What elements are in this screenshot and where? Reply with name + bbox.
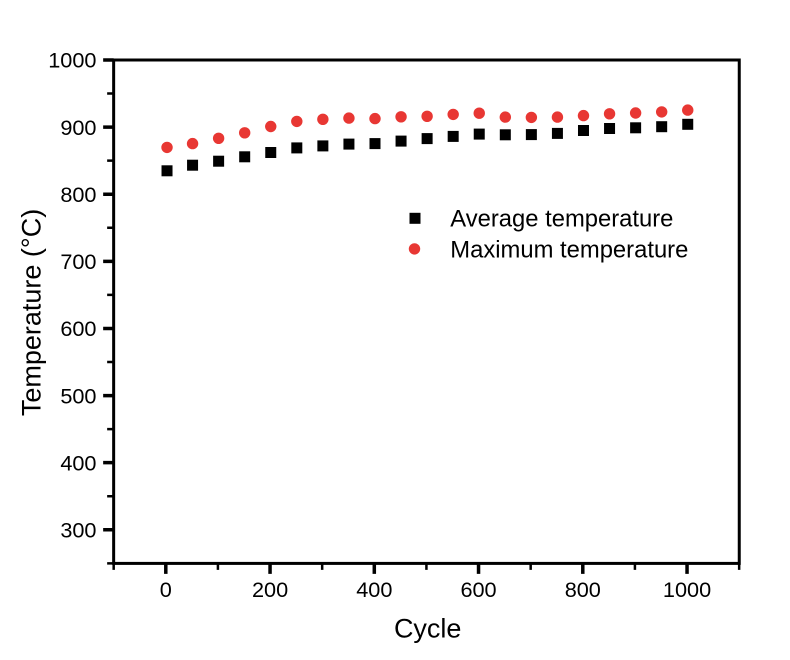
svg-text:Average temperature: Average temperature — [450, 206, 673, 233]
svg-text:900: 900 — [60, 115, 96, 140]
svg-text:1000: 1000 — [663, 577, 711, 602]
svg-text:600: 600 — [60, 316, 96, 341]
svg-text:300: 300 — [60, 518, 96, 543]
svg-text:400: 400 — [60, 450, 96, 475]
svg-text:200: 200 — [252, 577, 288, 602]
svg-text:600: 600 — [460, 577, 496, 602]
svg-text:Temperature (°C): Temperature (°C) — [16, 209, 46, 416]
svg-text:1000: 1000 — [48, 48, 96, 73]
svg-text:700: 700 — [60, 249, 96, 274]
svg-text:800: 800 — [565, 577, 601, 602]
svg-text:Maximum temperature: Maximum temperature — [450, 236, 688, 263]
svg-text:800: 800 — [60, 182, 96, 207]
svg-text:Cycle: Cycle — [394, 614, 462, 644]
svg-text:0: 0 — [160, 577, 172, 602]
svg-text:400: 400 — [356, 577, 392, 602]
svg-text:500: 500 — [60, 383, 96, 408]
